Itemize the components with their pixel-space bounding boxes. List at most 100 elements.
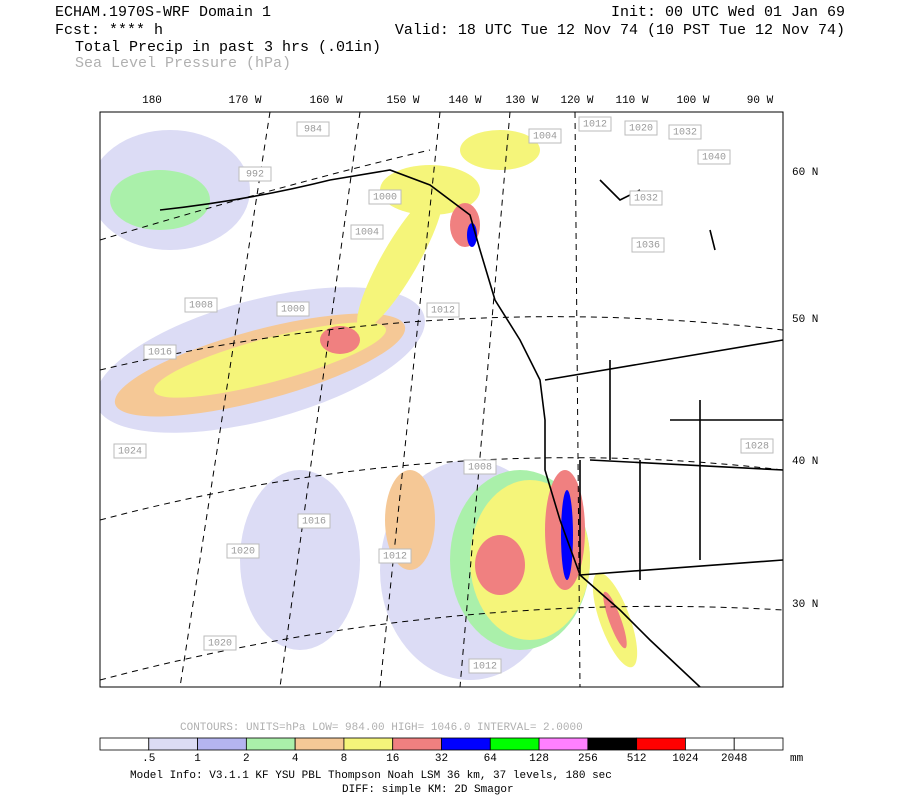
longitude-label: 120 W [560,95,593,107]
contour-label-box [297,513,331,529]
contour-label: 984 [304,125,322,136]
color-label: 512 [627,753,647,765]
contour-label-box [378,548,412,564]
contour-label: 1016 [148,348,172,359]
color-label: 128 [529,753,549,765]
color-label: 4 [292,753,299,765]
latitude-label: 30 N [792,599,818,611]
contour-label-box [296,121,330,137]
color-swatch [343,737,394,751]
latitude-label: 60 N [792,167,818,179]
init-time: Init: 00 UTC Wed 01 Jan 69 [611,4,845,21]
longitude-label: 90 W [747,95,774,107]
field-1: Total Precip in past 3 hrs (.01in) [75,39,381,56]
contour-label: 1024 [118,447,142,458]
color-bar: .5 1 2 4 8 16 32 64 128 256 512 1024 2048 mm [99,737,804,765]
contour-labels: 984 992 1000 1004 1004 1012 1020 1032 1040 1032 10… [113,116,774,674]
color-swatch [245,737,296,751]
contour-label: 1032 [673,128,697,139]
contour-label-box [184,297,218,313]
contour-label: 1004 [533,132,557,143]
color-unit: mm [790,753,804,765]
contour-label-box [113,443,147,459]
color-swatch [538,737,589,751]
contour-label: 1020 [231,547,255,558]
contour-label: 1012 [583,120,607,131]
color-label: 2 [243,753,250,765]
contour-label: 1032 [634,194,658,205]
contour-label-box [629,190,663,206]
longitude-label: 110 W [615,95,648,107]
map-frame [99,111,784,688]
color-swatch [636,737,686,751]
contour-label-box [624,120,658,136]
color-label: .5 [142,753,155,765]
color-label: 64 [484,753,498,765]
contour-label: 1020 [208,639,232,650]
color-label: 1 [194,753,201,765]
contour-label: 1028 [745,442,769,453]
contour-label-box [238,166,272,182]
color-swatch [489,737,540,751]
contour-label-box [463,459,497,475]
longitude-label: 100 W [676,95,709,107]
color-swatch [392,737,442,751]
color-swatch [197,737,247,751]
contour-label-box [578,116,612,132]
latitude-label: 40 N [792,456,818,468]
contour-label: 992 [246,170,264,181]
contour-label: 1000 [281,305,305,316]
contour-label-box [740,438,774,454]
longitude-label: 150 W [386,95,419,107]
contour-label-box [143,344,177,360]
latitude-labels: 60 N 50 N 40 N 30 N [792,167,818,611]
latitude-label: 50 N [792,314,818,326]
contour-label-box [368,189,402,205]
map: 984 992 1000 1004 1004 1012 1020 1032 1040 1032 10… [100,112,783,687]
color-swatch [587,737,638,751]
color-label: 256 [578,753,598,765]
contour-label: 1020 [629,124,653,135]
graticule [100,112,783,687]
longitude-label: 140 W [448,95,481,107]
color-swatch [685,737,735,751]
contour-label-box [468,658,502,674]
color-label: 1024 [672,753,699,765]
contour-label: 1040 [702,153,726,164]
longitude-label: 180 [142,95,162,107]
contour-label: 1036 [636,241,660,252]
contour-label: 1008 [189,301,213,312]
contour-info: CONTOURS: UNITS=hPa LOW= 984.00 HIGH= 10… [180,722,583,734]
model-title: ECHAM.1970S-WRF Domain 1 [55,4,271,21]
longitude-label: 130 W [505,95,538,107]
longitude-label: 160 W [309,95,342,107]
contour-label: 1004 [355,228,379,239]
color-swatch [294,737,345,751]
contour-label: 1012 [473,662,497,673]
contour-label: 1000 [373,193,397,204]
contour-label: 1012 [431,306,455,317]
color-swatch [99,737,150,751]
contour-label-box [276,301,310,317]
contour-label-box [528,128,562,144]
contour-label-box [203,635,237,651]
color-swatch [441,737,491,751]
color-swatch [148,737,198,751]
color-label: 16 [386,753,399,765]
contour-label-box [697,149,731,165]
valid-time: Valid: 18 UTC Tue 12 Nov 74 (10 PST Tue … [395,22,845,39]
color-label: 32 [435,753,448,765]
contour-label: 1012 [383,552,407,563]
color-label: 2048 [721,753,747,765]
longitude-label: 170 W [228,95,261,107]
contour-label-box [668,124,702,140]
coastline [159,169,783,687]
model-info: Model Info: V3.1.1 KF YSU PBL Thompson N… [130,770,612,782]
forecast-hour: Fcst: **** h [55,22,163,39]
contour-label-box [631,237,665,253]
contour-label-box [426,302,460,318]
contour-label: 1016 [302,517,326,528]
contour-label-box [350,224,384,240]
field-2: Sea Level Pressure (hPa) [75,55,291,72]
